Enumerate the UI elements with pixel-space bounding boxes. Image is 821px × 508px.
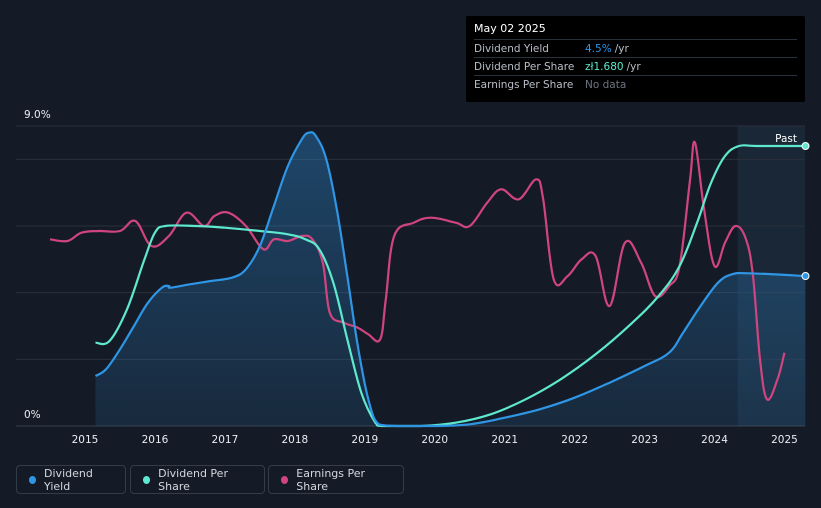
x-tick-label: 2019: [351, 434, 378, 446]
x-tick-label: 2024: [701, 434, 728, 446]
x-tick-label: 2015: [72, 434, 99, 446]
legend-dot-icon: [29, 475, 37, 484]
x-tick-label: 2025: [771, 434, 798, 446]
tooltip-row-dividend-per-share: Dividend Per Share zł1.680 /yr: [474, 57, 797, 75]
x-tick-label: 2018: [281, 434, 308, 446]
tooltip-label: Earnings Per Share: [474, 78, 574, 91]
legend-label: Dividend Per Share: [158, 466, 228, 493]
legend-label: Earnings Per Share: [296, 466, 366, 493]
legend-label: Dividend Yield: [44, 466, 93, 493]
past-label: Past: [775, 133, 797, 145]
dividend-per-share-endpoint: [801, 142, 810, 150]
x-tick-label: 2021: [491, 434, 518, 446]
dividend-yield-area: [95, 132, 806, 426]
y-tick-top: 9.0%: [24, 109, 51, 121]
legend-dividend-yield[interactable]: Dividend Yield: [16, 465, 126, 494]
series-endpoints: [801, 142, 810, 280]
legend-earnings-per-share[interactable]: Earnings Per Share: [268, 465, 404, 494]
y-tick-bottom: 0%: [24, 409, 41, 421]
tooltip-unit: /yr: [614, 42, 629, 55]
tooltip-panel: May 02 2025 Dividend Yield 4.5% /yr Divi…: [466, 16, 805, 102]
dividend-yield-line: [94, 131, 806, 428]
x-tick-label: 2020: [421, 434, 448, 446]
series-areas: [95, 132, 806, 426]
series-lines: [49, 131, 806, 428]
tooltip-date: May 02 2025: [474, 22, 546, 35]
tooltip-unit: /yr: [626, 60, 641, 73]
tooltip-value: zł1.680: [585, 60, 624, 73]
tooltip-value: No data: [585, 78, 627, 91]
earnings-per-share-line: [49, 140, 786, 401]
tooltip-label: Dividend Yield: [474, 42, 549, 55]
dividend-yield-endpoint: [801, 272, 810, 280]
tooltip-label: Dividend Per Share: [474, 60, 575, 73]
x-tick-label: 2023: [631, 434, 658, 446]
tooltip-row-dividend-yield: Dividend Yield 4.5% /yr: [474, 39, 797, 57]
x-tick-label: 2022: [561, 434, 588, 446]
x-tick-label: 2016: [142, 434, 169, 446]
x-tick-label: 2017: [212, 434, 239, 446]
x-axis-ticks: 2015 2016 2017 2018 2019 2020 2021 2022 2023 2024…: [72, 434, 798, 446]
legend-dot-icon: [143, 475, 151, 484]
tooltip-value: 4.5%: [585, 42, 612, 55]
legend-dividend-per-share[interactable]: Dividend Per Share: [130, 465, 265, 494]
dividend-per-share-line: [95, 144, 806, 428]
tooltip-row-earnings-per-share: Earnings Per Share No data: [474, 75, 797, 93]
legend-dot-icon: [281, 475, 289, 484]
